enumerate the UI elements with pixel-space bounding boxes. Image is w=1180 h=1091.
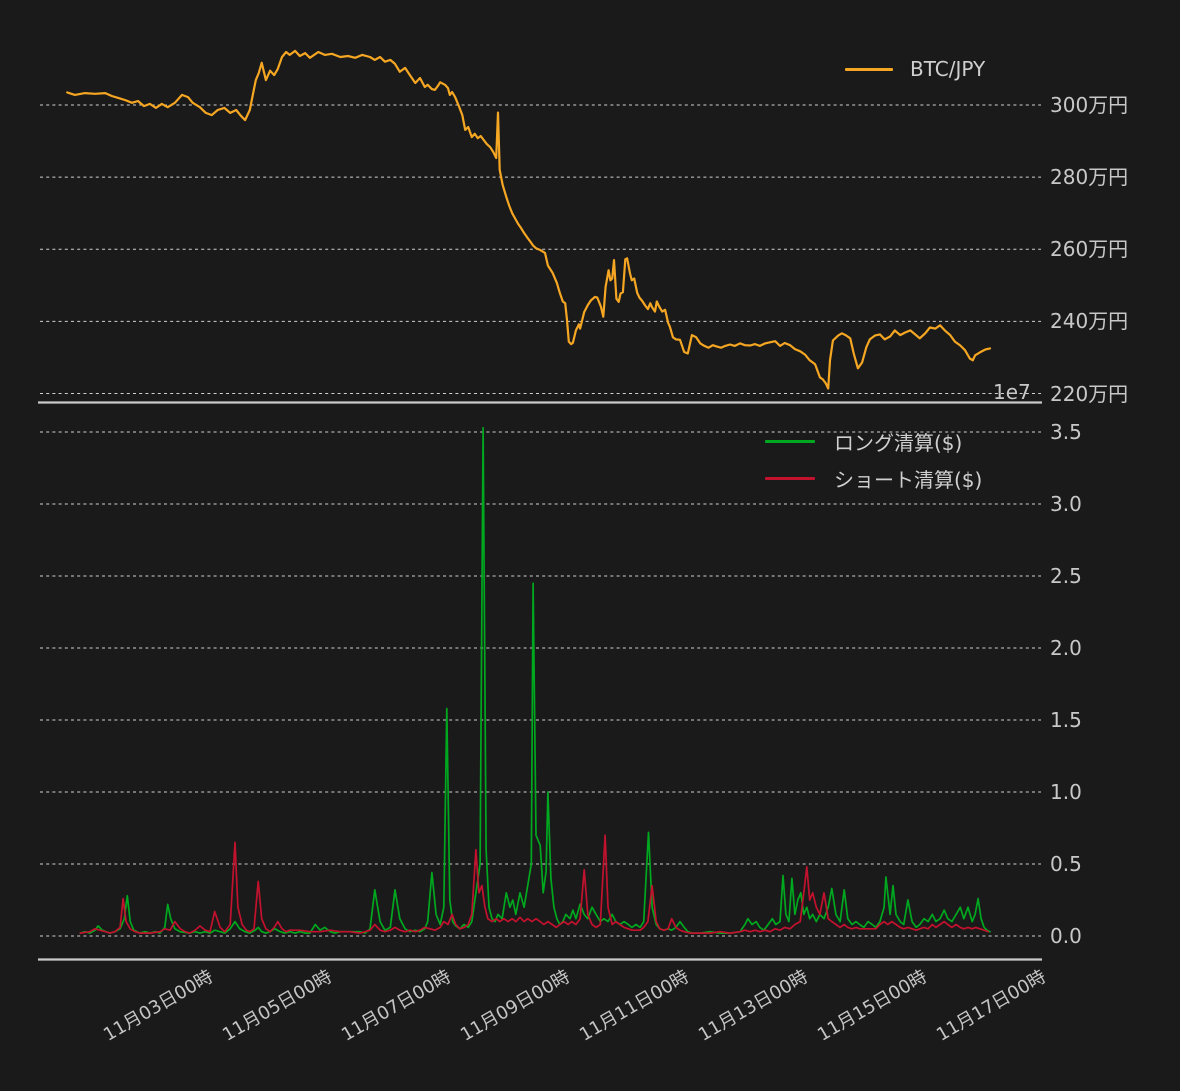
price-series-line-0 bbox=[66, 49, 992, 390]
liquidation-series-line-0 bbox=[79, 426, 991, 934]
short-liquidation-legend-line-icon bbox=[765, 477, 815, 480]
y-tick-label: 2.5 bbox=[1050, 564, 1082, 588]
y-tick-label: 3.0 bbox=[1050, 492, 1082, 516]
long-liquidation-legend-label: ロング清算($) bbox=[834, 431, 963, 455]
long-liquidation-legend-line-icon bbox=[765, 440, 815, 443]
y-tick-label: 260万円 bbox=[1050, 237, 1129, 262]
legend-btcjpy: BTC/JPY bbox=[845, 56, 985, 82]
y-tick-label: 220万円 bbox=[1050, 381, 1129, 406]
btcjpy-legend-label: BTC/JPY bbox=[910, 57, 986, 81]
y-axis-offset-label: 1e7 bbox=[993, 380, 1031, 404]
y-tick-label: 0.5 bbox=[1050, 852, 1082, 876]
y-tick-label: 1.0 bbox=[1050, 780, 1082, 804]
y-tick-label: 240万円 bbox=[1050, 309, 1129, 334]
liquidation-series-line-1 bbox=[79, 834, 990, 934]
y-tick-label: 1.5 bbox=[1050, 708, 1082, 732]
legend-row-long-liquidation: ロング清算($) bbox=[765, 423, 982, 460]
short-liquidation-legend-label: ショート清算($) bbox=[834, 468, 983, 492]
y-tick-label: 300万円 bbox=[1050, 93, 1129, 117]
btcjpy-legend-line-icon bbox=[845, 67, 893, 71]
y-tick-label: 3.5 bbox=[1050, 420, 1082, 444]
legend-liquidation: ロング清算($) ショート清算($) bbox=[765, 423, 982, 497]
legend-row-short-liquidation: ショート清算($) bbox=[765, 460, 982, 497]
y-tick-label: 2.0 bbox=[1050, 636, 1082, 660]
y-tick-label: 0.0 bbox=[1050, 924, 1082, 948]
legend-row-btcjpy: BTC/JPY bbox=[845, 56, 985, 82]
y-tick-label: 280万円 bbox=[1050, 165, 1129, 190]
